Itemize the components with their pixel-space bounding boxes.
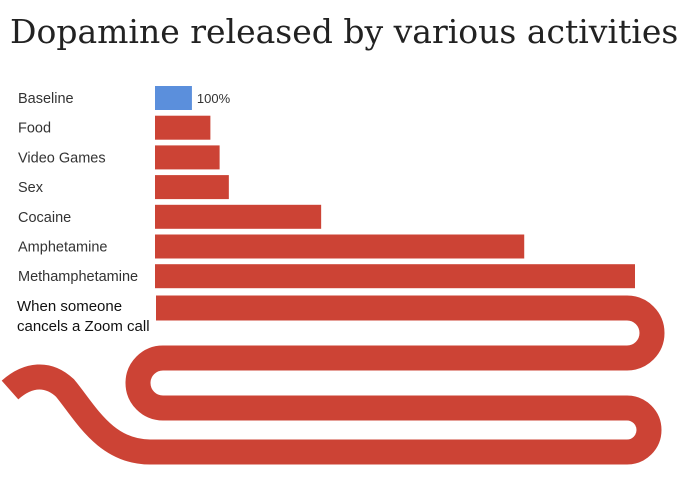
category-label-baseline: Baseline xyxy=(18,91,74,107)
zoom-call-winding-bar xyxy=(1,295,665,465)
category-label-food: Food xyxy=(18,121,51,137)
category-label-sex: Sex xyxy=(18,180,44,196)
category-label-methamphetamine: Methamphetamine xyxy=(18,269,138,285)
zoom-call-label-line-1: When someone xyxy=(17,298,122,315)
bar-methamphetamine xyxy=(155,264,635,289)
data-label-baseline: 100% xyxy=(197,91,231,106)
category-label-video-games: Video Games xyxy=(18,150,106,166)
bar-food xyxy=(155,115,211,140)
category-label-cocaine: Cocaine xyxy=(18,210,71,226)
bar-sex xyxy=(155,175,229,200)
bar-baseline xyxy=(155,86,192,110)
bar-amphetamine xyxy=(155,234,525,259)
category-label-amphetamine: Amphetamine xyxy=(18,240,107,256)
chart-title: Dopamine released by various activities xyxy=(10,12,678,51)
zoom-call-bar-group: When someone cancels a Zoom call xyxy=(1,295,665,465)
bars-layer: Baseline 100% Food Video Games Sex Cocaine Amp… xyxy=(18,86,635,289)
bar-cocaine xyxy=(155,204,322,229)
zoom-call-label-line-2: cancels a Zoom call xyxy=(17,318,150,335)
bar-video-games xyxy=(155,145,220,170)
